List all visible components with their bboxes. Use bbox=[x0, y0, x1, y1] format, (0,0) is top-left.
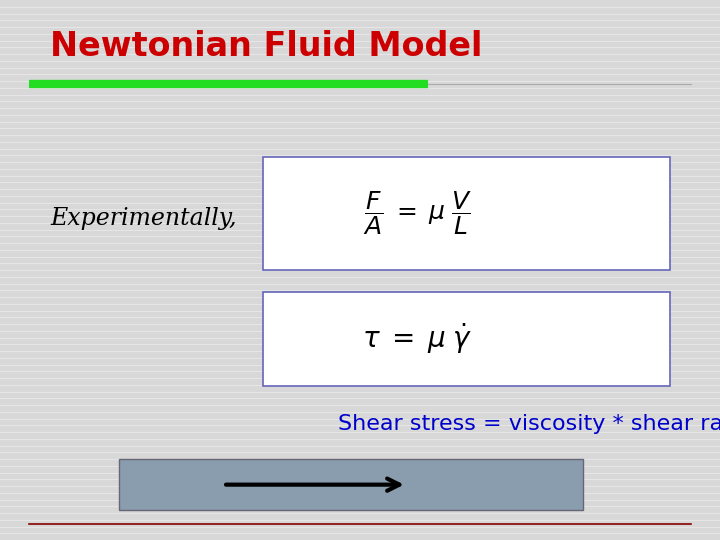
Text: Shear stress = viscosity * shear rate: Shear stress = viscosity * shear rate bbox=[338, 414, 720, 434]
Text: $\dfrac{F}{A} \;=\; \mu \;\dfrac{V}{L}$: $\dfrac{F}{A} \;=\; \mu \;\dfrac{V}{L}$ bbox=[363, 190, 472, 237]
Bar bbox=[263, 292, 670, 386]
Bar bbox=[119, 459, 583, 510]
Text: Experimentally,: Experimentally, bbox=[50, 207, 237, 230]
Text: Newtonian Fluid Model: Newtonian Fluid Model bbox=[50, 30, 483, 63]
Bar bbox=[263, 157, 670, 270]
Text: $\tau \;=\; \mu \;\dot{\gamma}$: $\tau \;=\; \mu \;\dot{\gamma}$ bbox=[362, 322, 472, 356]
